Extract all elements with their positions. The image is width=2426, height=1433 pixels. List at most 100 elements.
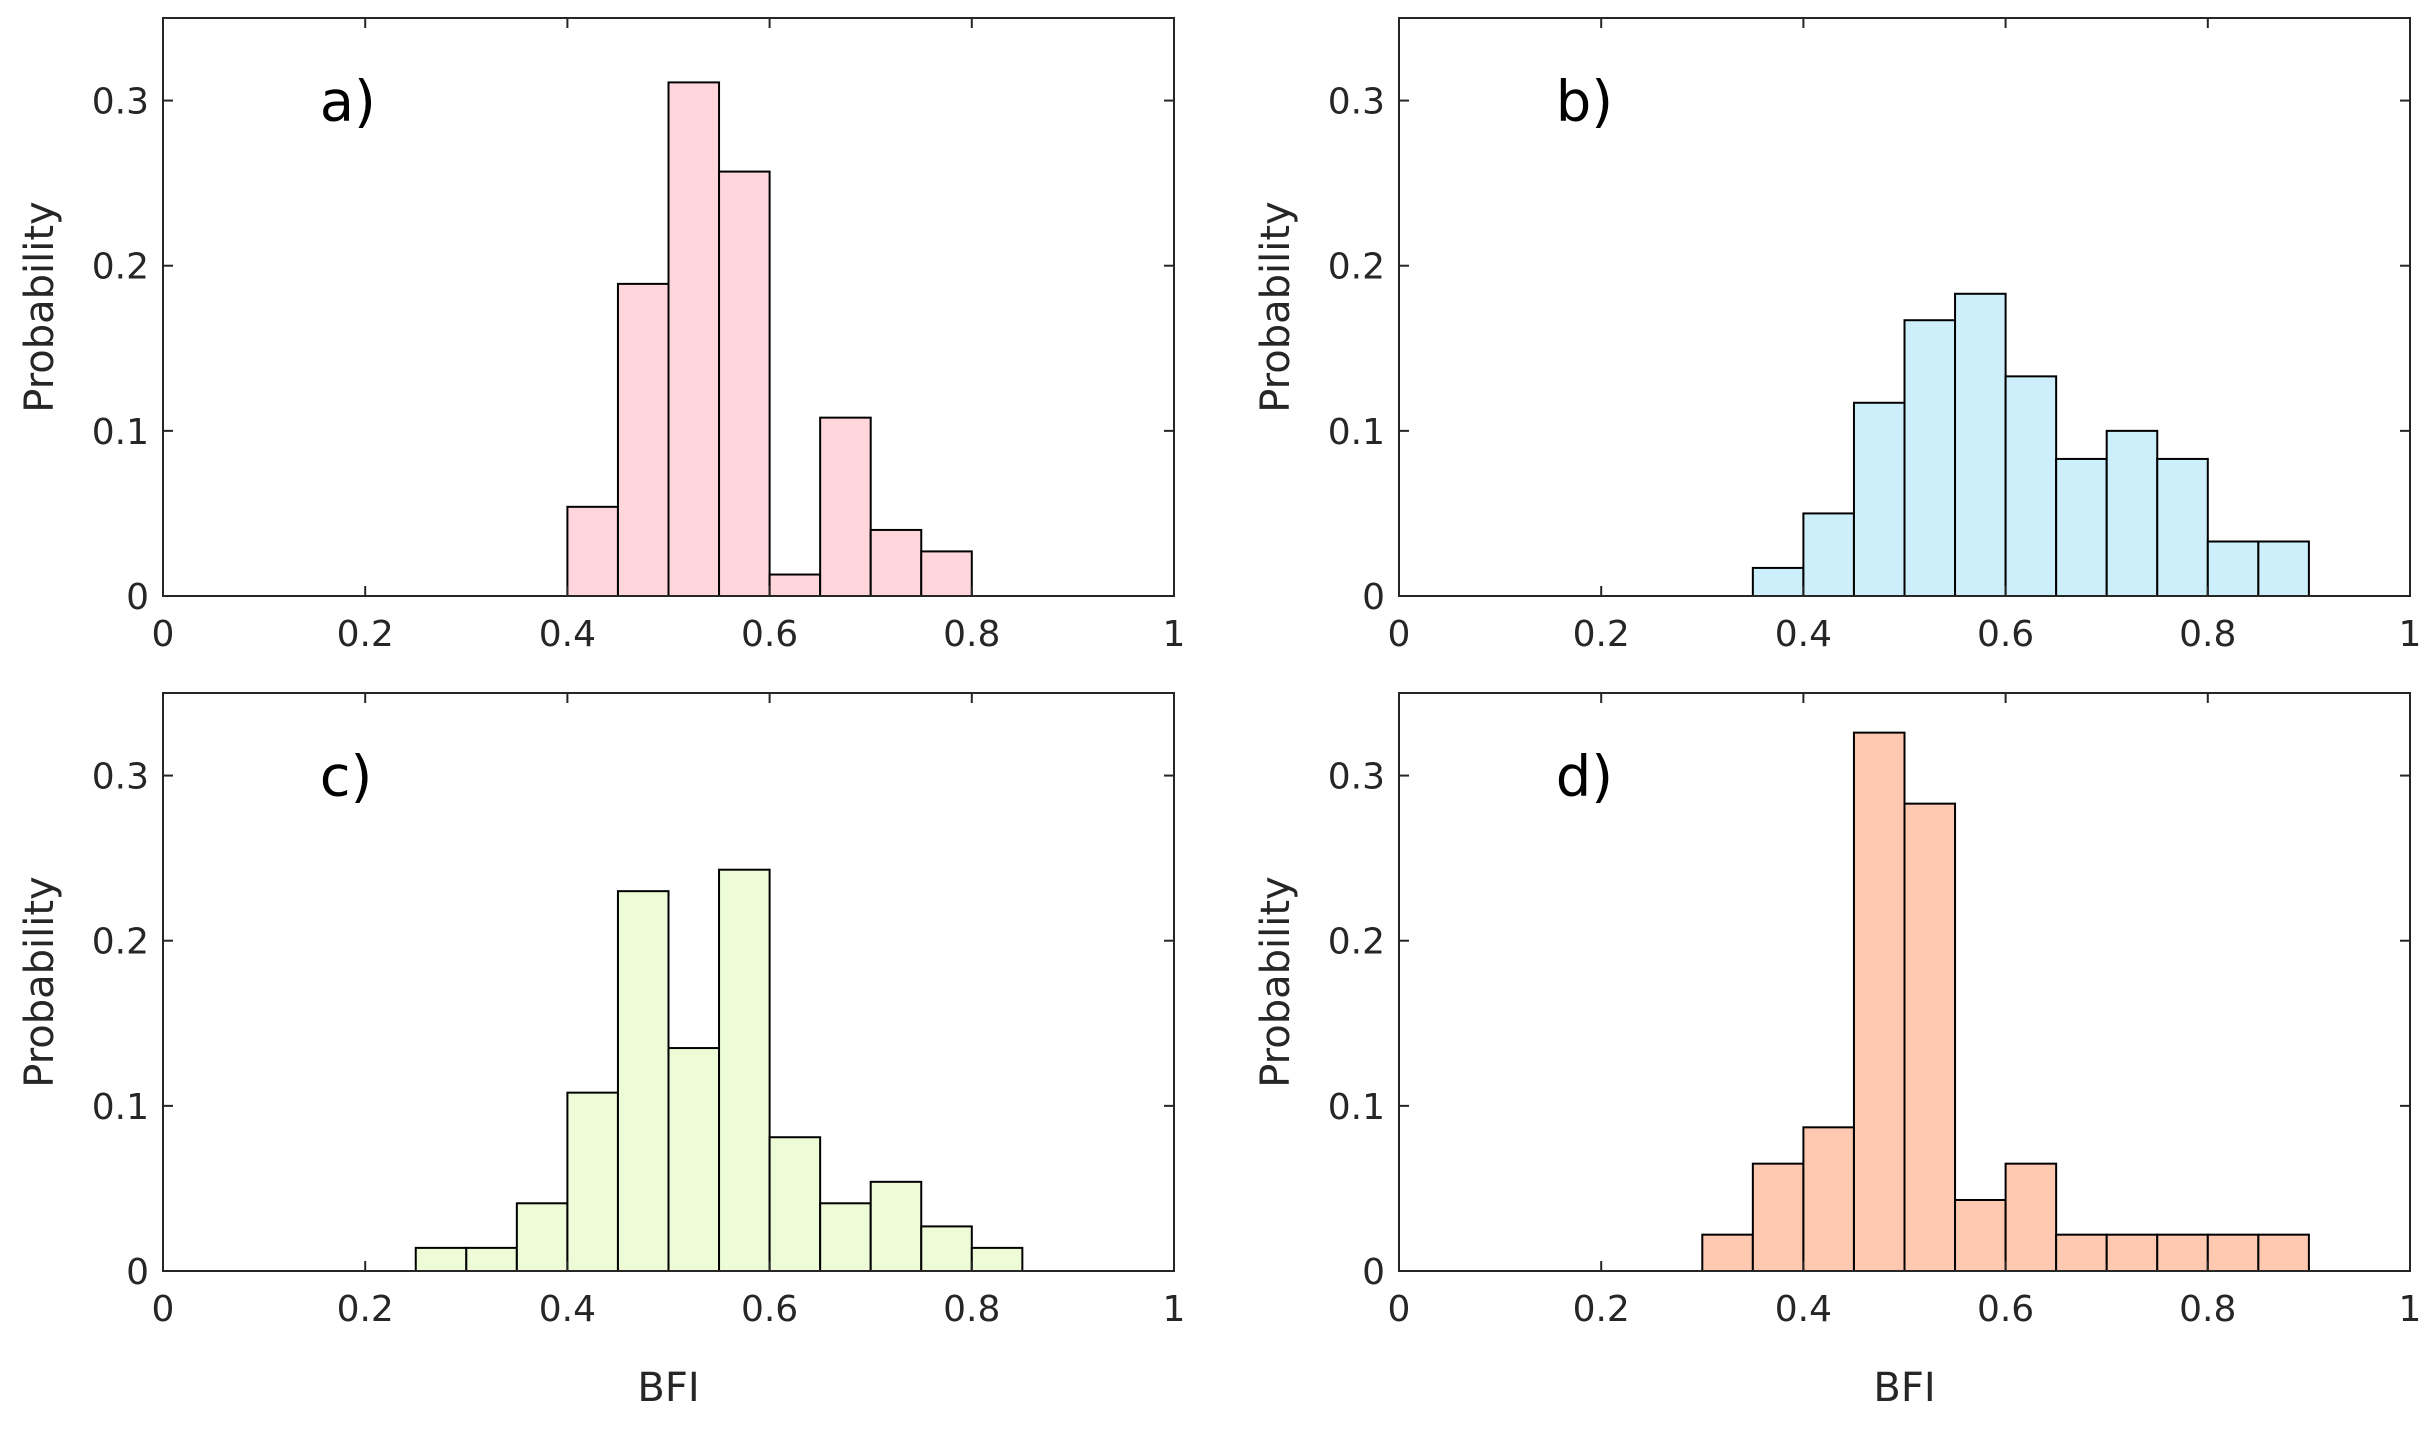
x-tick-label: 0.4 — [539, 614, 596, 655]
histogram-bar — [819, 416, 872, 597]
histogram-bar — [920, 1225, 973, 1272]
y-tick-label: 0.2 — [1328, 922, 1385, 963]
x-tick-label: 0.8 — [2179, 1289, 2236, 1330]
y-tick-label: 0.1 — [92, 1087, 149, 1128]
x-axis-label: BFI — [637, 1365, 699, 1411]
y-tick-label: 0.1 — [92, 412, 149, 453]
histogram-bar — [1802, 512, 1855, 598]
x-tick-label: 0.8 — [943, 614, 1000, 655]
histogram-bar — [2004, 1162, 2058, 1272]
histogram-bar — [718, 868, 771, 1273]
panel-b: 0 0.2 0.4 0.6 0.8 1 0 0.1 0.2 0.3 Probability b) — [1253, 17, 2422, 655]
histogram-bar — [616, 282, 670, 597]
histogram-bar — [515, 1202, 569, 1272]
histogram-bar — [2206, 1233, 2260, 1273]
x-tick-label: 0 — [152, 614, 175, 655]
y-tick-label: 0 — [126, 1252, 149, 1293]
histogram-bar — [1954, 292, 2007, 597]
histogram-bar — [768, 1136, 822, 1272]
histogram-bar — [2105, 1233, 2159, 1273]
y-tick-label: 0.3 — [92, 82, 149, 123]
x-tick-label: 0.6 — [741, 1289, 798, 1330]
y-tick-label: 0.2 — [92, 922, 149, 963]
x-tick-label: 0 — [1388, 1289, 1411, 1330]
axes-frame — [162, 692, 1175, 1272]
y-tick-label: 0 — [126, 577, 149, 618]
y-tick-label: 0.3 — [1328, 82, 1385, 123]
axes-frame — [162, 17, 1175, 597]
x-tick-label: 1 — [1163, 1289, 1186, 1330]
histogram-bar — [2105, 429, 2159, 597]
y-tick-label: 0.3 — [92, 757, 149, 798]
histogram-bar — [1903, 802, 1957, 1272]
x-tick-label: 0.4 — [1775, 614, 1832, 655]
x-tick-label: 0.6 — [1977, 1289, 2034, 1330]
histogram-bar — [718, 170, 771, 597]
histogram-bar — [1751, 566, 1805, 598]
y-axis-label: Probability — [1253, 201, 1299, 412]
x-tick-label: 0.4 — [539, 1289, 596, 1330]
panel-label-a: a) — [320, 70, 376, 135]
histogram-bar — [970, 1246, 1024, 1273]
histogram-bar — [2156, 1233, 2209, 1273]
histogram-bar — [2004, 375, 2058, 597]
histogram-bar — [465, 1246, 518, 1273]
panel-d: 0 0.2 0.4 0.6 0.8 1 0 0.1 0.2 0.3 Probability BFI d) — [1253, 692, 2422, 1411]
histogram-bar — [1852, 401, 1906, 598]
histogram-bar — [616, 890, 670, 1273]
histogram-bar — [1852, 731, 1906, 1272]
panel-label-d: d) — [1556, 745, 1613, 810]
panel-label-b: b) — [1556, 70, 1613, 135]
x-tick-label: 0 — [152, 1289, 175, 1330]
histogram-bar — [2257, 540, 2310, 598]
y-axis-label: Probability — [1253, 876, 1299, 1087]
histogram-bar — [667, 1047, 721, 1272]
panel-a: 0 0.2 0.4 0.6 0.8 1 0 0.1 0.2 0.3 Probability a) — [17, 17, 1186, 655]
histogram-bar — [2206, 540, 2260, 598]
x-tick-label: 1 — [2399, 614, 2422, 655]
x-tick-label: 0.8 — [2179, 614, 2236, 655]
histogram-bar — [2257, 1233, 2310, 1273]
histogram-bar — [819, 1202, 872, 1272]
histogram-bar — [1701, 1233, 1754, 1273]
x-tick-label: 0.6 — [741, 614, 798, 655]
x-tick-label: 0.2 — [337, 614, 394, 655]
histogram-bar — [1802, 1126, 1855, 1272]
histogram-bar — [1751, 1162, 1805, 1272]
y-tick-label: 0 — [1362, 1252, 1385, 1293]
histogram-bar — [869, 528, 923, 598]
x-tick-label: 0 — [1388, 614, 1411, 655]
y-tick-label: 0 — [1362, 577, 1385, 618]
histogram-bar — [1954, 1198, 2007, 1272]
histogram-bar — [667, 81, 721, 598]
x-tick-label: 0.4 — [1775, 1289, 1832, 1330]
x-tick-label: 1 — [1163, 614, 1186, 655]
histogram-bar — [1903, 319, 1957, 597]
y-tick-label: 0.1 — [1328, 1087, 1385, 1128]
histogram-bar — [2055, 1233, 2108, 1273]
histogram-bar — [869, 1180, 923, 1273]
histogram-bar — [566, 505, 619, 597]
y-tick-label: 0.2 — [92, 247, 149, 288]
x-tick-label: 0.8 — [943, 1289, 1000, 1330]
histogram-bar — [2055, 457, 2108, 597]
histogram-bar — [414, 1246, 468, 1273]
x-tick-label: 1 — [2399, 1289, 2422, 1330]
x-axis-label: BFI — [1873, 1365, 1935, 1411]
axes-frame — [1398, 692, 2411, 1272]
y-axis-label: Probability — [17, 876, 63, 1087]
y-axis-label: Probability — [17, 201, 63, 412]
histogram-bar — [920, 550, 973, 598]
x-tick-label: 0.2 — [337, 1289, 394, 1330]
histogram-bar — [768, 573, 822, 598]
panel-c: 0 0.2 0.4 0.6 0.8 1 0 0.1 0.2 0.3 Probability BFI c) — [17, 692, 1186, 1411]
x-tick-label: 0.2 — [1573, 614, 1630, 655]
axes-frame — [1398, 17, 2411, 597]
x-tick-label: 0.6 — [1977, 614, 2034, 655]
histogram-bar — [566, 1091, 619, 1273]
y-tick-label: 0.1 — [1328, 412, 1385, 453]
panel-label-c: c) — [320, 745, 373, 810]
histogram-bar — [2156, 457, 2209, 597]
x-tick-label: 0.2 — [1573, 1289, 1630, 1330]
